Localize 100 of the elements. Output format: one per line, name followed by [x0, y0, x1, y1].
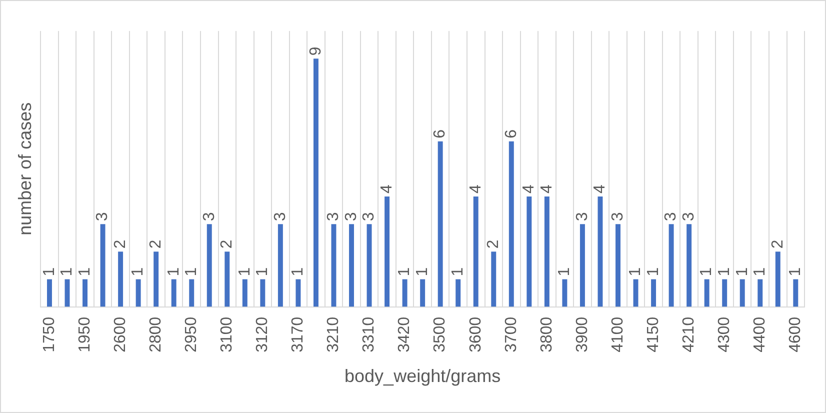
bar	[64, 279, 70, 307]
bar	[46, 279, 52, 307]
bar	[313, 58, 318, 307]
data-label: 9	[307, 46, 324, 56]
data-label: 1	[130, 267, 147, 276]
x-tick-label: 3800	[538, 316, 556, 352]
data-label: 3	[609, 212, 626, 222]
bar	[420, 279, 426, 307]
data-label: 1	[787, 267, 804, 276]
bar	[544, 196, 550, 307]
bar	[438, 141, 443, 307]
data-label: 1	[236, 267, 254, 276]
data-label: 3	[574, 212, 591, 222]
x-tick-label: 4300	[716, 316, 733, 352]
data-label: 1	[734, 267, 751, 276]
bar	[722, 279, 728, 307]
data-label: 1	[165, 267, 182, 276]
data-label: 1	[752, 267, 769, 276]
data-label: 4	[520, 184, 538, 194]
bar	[758, 279, 763, 307]
data-label: 6	[502, 129, 520, 138]
x-axis-title: body_weight/grams	[344, 366, 501, 386]
data-label: 4	[538, 184, 556, 194]
data-label: 1	[396, 267, 414, 276]
data-label: 3	[94, 212, 112, 222]
data-label: 1	[40, 267, 58, 276]
bar	[508, 141, 514, 307]
data-label: 1	[644, 267, 662, 276]
data-label: 4	[592, 184, 609, 194]
bar	[633, 279, 638, 307]
data-label: 3	[662, 212, 680, 222]
data-label: 1	[556, 267, 574, 276]
data-label: 2	[112, 240, 129, 249]
bar	[704, 279, 710, 307]
x-tick-label: 3120	[254, 316, 272, 352]
bar	[456, 279, 461, 307]
data-label: 1	[698, 267, 716, 276]
bar	[384, 196, 390, 307]
bar	[331, 224, 336, 307]
data-label: 1	[76, 267, 94, 276]
data-label: 1	[627, 267, 644, 276]
data-label: 3	[272, 212, 289, 222]
bar	[616, 224, 620, 307]
bar	[562, 279, 568, 307]
bar	[242, 279, 248, 307]
bar	[775, 252, 780, 307]
data-label: 1	[58, 267, 76, 276]
x-tick-label: 3500	[432, 316, 449, 352]
bar	[349, 224, 354, 307]
data-label: 1	[450, 267, 467, 276]
x-tick-label: 3100	[218, 316, 236, 352]
x-tick-label: 2950	[183, 316, 200, 352]
y-axis-title: number of cases	[14, 102, 35, 236]
bar	[491, 252, 496, 307]
x-tick-label: 4150	[644, 316, 662, 352]
bar	[651, 279, 656, 307]
x-tick-label: 3310	[360, 316, 378, 352]
x-tick-label: 3420	[396, 316, 414, 352]
data-label: 4	[378, 184, 396, 194]
bar	[793, 279, 798, 307]
bar	[366, 224, 372, 307]
data-label: 4	[467, 184, 484, 194]
bar	[686, 224, 692, 307]
data-label: 3	[200, 212, 218, 222]
x-tick-label: 1950	[76, 316, 94, 352]
data-label: 2	[147, 240, 164, 249]
data-label: 3	[342, 212, 360, 222]
x-tick-label: 3600	[467, 316, 484, 352]
bar	[154, 252, 159, 307]
data-label: 2	[218, 240, 236, 249]
data-label: 1	[290, 267, 307, 276]
bar	[100, 224, 106, 307]
data-label: 2	[485, 240, 502, 249]
x-tick-label: 4400	[752, 316, 769, 352]
bar	[740, 279, 745, 307]
x-tick-label: 2600	[112, 316, 129, 352]
bar	[526, 196, 532, 307]
x-tick-label: 1750	[40, 316, 58, 352]
x-tick-label: 3170	[290, 316, 307, 352]
bar	[668, 224, 674, 307]
x-tick-label: 4210	[680, 316, 698, 352]
data-label: 2	[769, 240, 786, 249]
x-tick-label: 3210	[325, 316, 342, 352]
data-label: 3	[360, 212, 378, 222]
bar	[402, 279, 408, 307]
bar	[171, 279, 176, 307]
bar	[224, 252, 230, 307]
bar	[118, 252, 124, 307]
bar	[278, 224, 283, 307]
bar	[580, 224, 585, 307]
bar	[296, 279, 301, 307]
bar	[82, 279, 88, 307]
x-tick-label: 4600	[787, 316, 804, 352]
x-tick-label: 3700	[502, 316, 520, 352]
bar	[206, 224, 212, 307]
x-tick-label: 3900	[574, 316, 591, 352]
data-label: 6	[432, 129, 449, 138]
bar	[473, 196, 478, 307]
data-label: 1	[183, 267, 200, 276]
data-label: 3	[325, 212, 342, 222]
